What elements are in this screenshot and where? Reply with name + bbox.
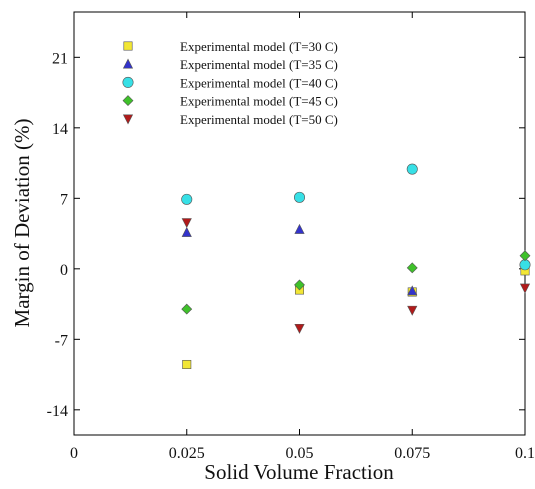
data-point-series-2	[181, 226, 192, 237]
legend-label-series-4: Experimental model (T=45 C)	[180, 94, 338, 109]
data-point-series-4	[519, 250, 531, 262]
legend-label-series-5: Experimental model (T=50 C)	[180, 112, 338, 127]
data-point-series-5	[181, 218, 192, 229]
data-point-series-1	[182, 359, 192, 369]
data-point-series-4	[406, 262, 418, 274]
legend-label-series-3: Experimental model (T=40 C)	[180, 75, 338, 90]
data-point-series-5	[519, 283, 531, 294]
x-tick-label: 0.1	[515, 445, 535, 462]
axis-ticks	[73, 12, 526, 435]
data-point-series-3	[406, 163, 418, 175]
y-tick-label: 0	[60, 262, 68, 279]
data-point-series-3	[181, 193, 193, 205]
x-tick-label: 0.05	[286, 445, 314, 462]
x-tick-label: 0	[70, 445, 78, 462]
axis-tick-labels: 0 0.025 0.05 0.075 0.1 -14 -7 0 7 14 21	[47, 50, 535, 462]
legend-marker-series-5	[122, 114, 134, 125]
y-tick-label: 21	[52, 50, 68, 67]
data-point-series-3	[293, 191, 305, 203]
data-point-series-5	[294, 323, 305, 334]
x-axis-label: Solid Volume Fraction	[204, 460, 394, 484]
legend-marker-series-3	[122, 76, 134, 88]
data-point-series-4	[181, 303, 193, 315]
data-point-series-4	[294, 279, 305, 291]
legend-marker-series-4	[122, 95, 134, 107]
data-point-series-5	[407, 305, 418, 316]
legend-label-series-2: Experimental model (T=35 C)	[180, 57, 338, 72]
x-tick-label: 0.025	[169, 445, 205, 462]
data-point-series-2	[294, 223, 305, 234]
legend-marker-series-2	[122, 58, 134, 69]
legend-label-series-1: Experimental model (T=30 C)	[180, 39, 338, 54]
y-tick-label: 14	[52, 121, 68, 138]
y-axis-label: Margin of Deviation (%)	[10, 119, 34, 328]
y-tick-label: -7	[55, 332, 68, 349]
data-point-series-2	[407, 285, 418, 296]
legend: Experimental model (T=30 C) Experimental …	[122, 39, 338, 127]
x-tick-label: 0.075	[394, 445, 430, 462]
y-tick-label: 7	[60, 191, 68, 208]
legend-marker-series-1	[123, 41, 133, 51]
y-tick-label: -14	[47, 403, 68, 420]
data-points	[181, 163, 531, 369]
